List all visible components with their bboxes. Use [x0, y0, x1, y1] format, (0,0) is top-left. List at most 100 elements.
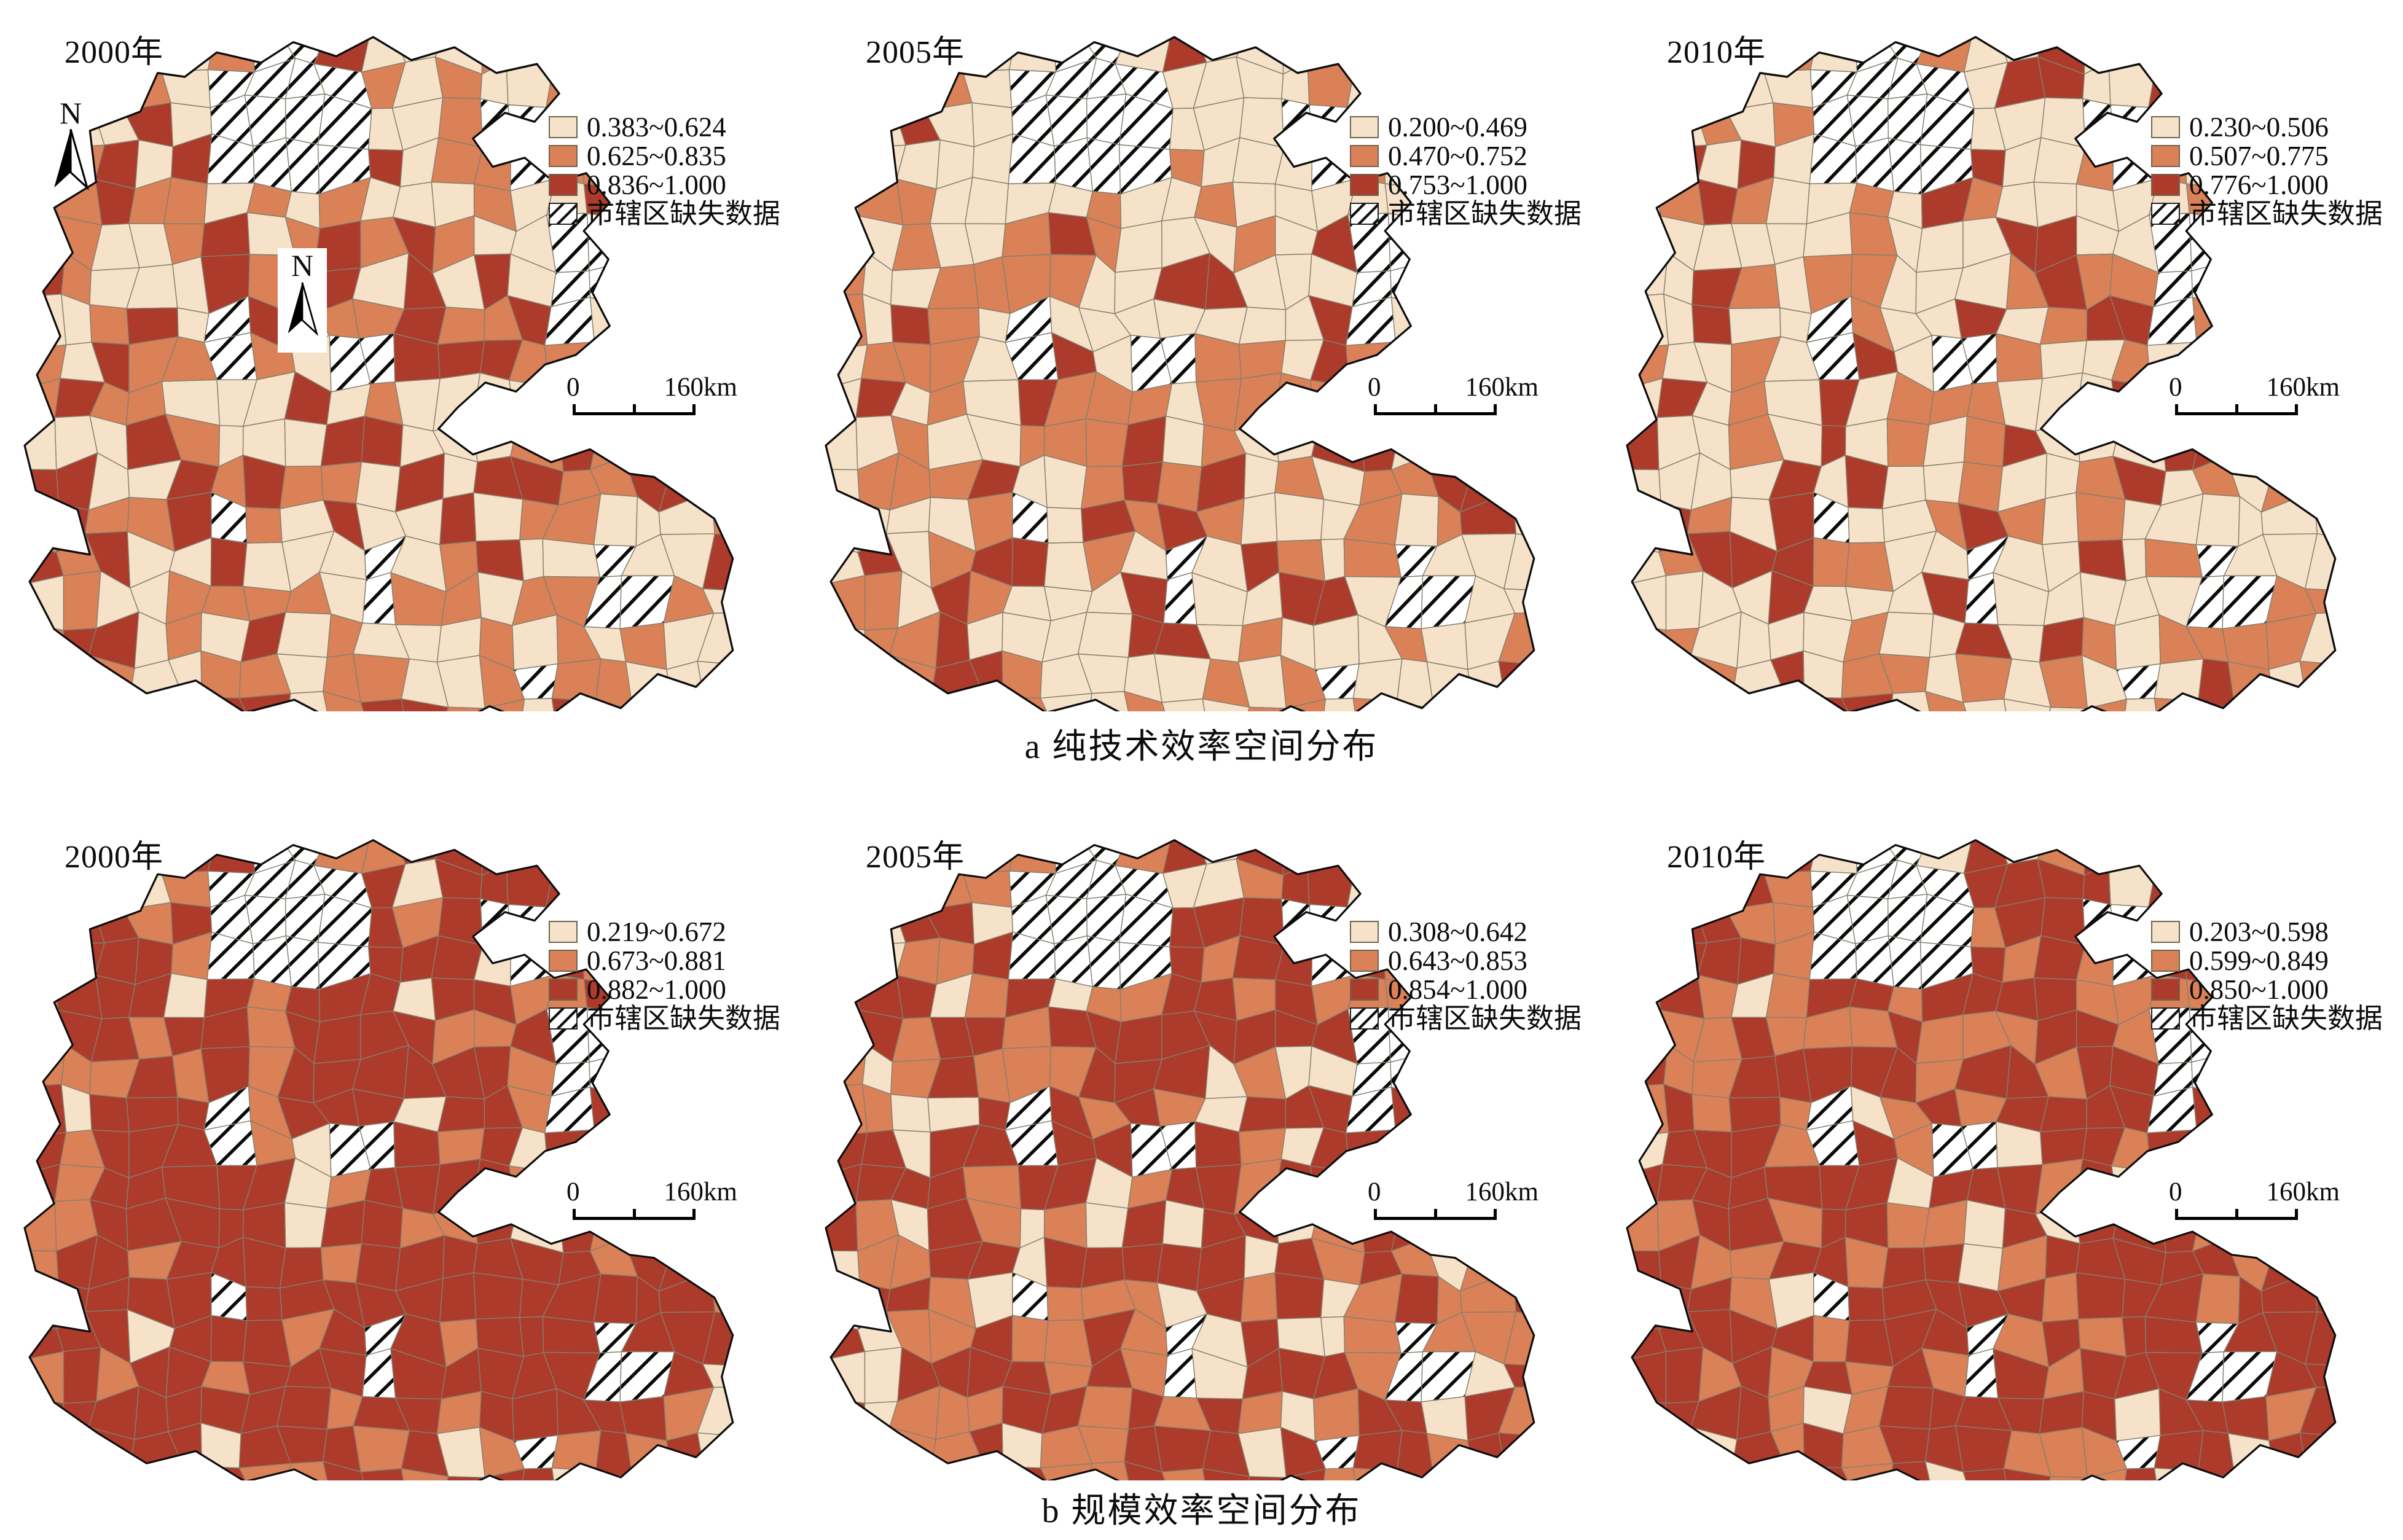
legend-swatch-high [549, 174, 578, 196]
legend-swatch-low [549, 116, 578, 138]
scale-zero-label: 0 [2169, 373, 2182, 402]
legend-row-high: 0.882~1.000 [549, 974, 780, 1005]
map-panel-a2000: N N 2000年 0.383~0.624 0.625~0.835 0.836~… [0, 5, 801, 711]
scale-bar-rule [2175, 404, 2298, 415]
legend-swatch-high [2151, 979, 2180, 1001]
legend-row-mid: 0.625~0.835 [549, 143, 780, 170]
scale-bar: 0 160km [566, 372, 737, 415]
legend-label: 0.673~0.881 [587, 945, 726, 976]
legend-swatch-mid [1350, 145, 1379, 167]
choropleth-map [825, 36, 1535, 711]
legend-swatch-missing [549, 1007, 578, 1030]
legend-swatch-mid [2151, 950, 2180, 972]
legend-swatch-missing [2151, 1007, 2180, 1030]
year-label: 2005年 [866, 840, 965, 875]
legend-label-missing: 市辖区缺失数据 [2189, 1003, 2383, 1034]
legend-label: 0.219~0.672 [587, 917, 726, 947]
scale-bar-midtick [1434, 1209, 1437, 1217]
legend-swatch-high [1350, 979, 1379, 1001]
legend-label: 0.507~0.775 [2189, 141, 2329, 171]
scale-bar-midtick [2235, 404, 2238, 412]
map-legend: 0.230~0.506 0.507~0.775 0.776~1.000 市辖区缺… [2151, 114, 2383, 231]
legend-swatch-mid [2151, 145, 2180, 167]
scale-distance-label: 160km [664, 1178, 737, 1206]
legend-row-missing: 市辖区缺失数据 [1350, 1003, 1582, 1034]
legend-label: 0.643~0.853 [1388, 945, 1527, 976]
legend-row-low: 0.383~0.624 [549, 112, 780, 143]
map-panel-a2010: 2010年 0.230~0.506 0.507~0.775 0.776~1.00… [1602, 5, 2403, 711]
choropleth-map [1626, 839, 2337, 1480]
scale-zero-label: 0 [2169, 1178, 2182, 1206]
legend-label-missing: 市辖区缺失数据 [2189, 198, 2383, 229]
map-legend: 0.200~0.469 0.470~0.752 0.753~1.000 市辖区缺… [1350, 112, 1582, 231]
legend-row-low: 0.308~0.642 [1350, 917, 1582, 947]
scale-bar-rule [573, 404, 696, 415]
legend-swatch-mid [549, 950, 578, 972]
legend-row-missing: 市辖区缺失数据 [1350, 198, 1582, 229]
legend-swatch-missing [549, 203, 578, 225]
choropleth-map [23, 36, 734, 711]
scale-bar-rule [1374, 404, 1497, 415]
legend-swatch-missing [1350, 203, 1379, 225]
year-label: 2000年 [65, 35, 164, 70]
legend-swatch-missing [2151, 203, 2180, 225]
map-legend: 0.203~0.598 0.599~0.849 0.850~1.000 市辖区缺… [2151, 917, 2383, 1036]
legend-label: 0.308~0.642 [1388, 917, 1527, 947]
legend-label: 0.200~0.469 [1388, 112, 1527, 143]
scale-distance-label: 160km [1465, 373, 1539, 402]
legend-row-high: 0.850~1.000 [2151, 976, 2383, 1004]
legend-row-low: 0.230~0.506 [2151, 114, 2383, 141]
legend-row-missing: 市辖区缺失数据 [2151, 198, 2383, 229]
legend-row-missing: 市辖区缺失数据 [549, 1003, 781, 1034]
choropleth-map [23, 839, 734, 1480]
year-label: 2005年 [866, 35, 965, 70]
map-legend: 0.219~0.672 0.673~0.881 0.882~1.000 市辖区缺… [549, 917, 781, 1036]
map-panel-b2010: 2010年 0.203~0.598 0.599~0.849 0.850~1.00… [1602, 810, 2403, 1480]
scale-zero-label: 0 [1368, 373, 1381, 402]
scale-bar: 0 160km [566, 1177, 737, 1220]
map-legend: 0.308~0.642 0.643~0.853 0.854~1.000 市辖区缺… [1350, 917, 1582, 1036]
legend-label-missing: 市辖区缺失数据 [1388, 198, 1582, 229]
legend-label: 0.470~0.752 [1388, 141, 1527, 171]
north-arrow-glyph [54, 128, 89, 191]
legend-label: 0.599~0.849 [2189, 945, 2329, 976]
legend-row-low: 0.200~0.469 [1350, 112, 1582, 143]
legend-swatch-low [1350, 116, 1379, 138]
legend-row-missing: 市辖区缺失数据 [2151, 1003, 2383, 1034]
legend-label-missing: 市辖区缺失数据 [587, 198, 781, 229]
legend-label: 0.836~1.000 [587, 170, 726, 200]
map-legend: 0.383~0.624 0.625~0.835 0.836~1.000 市辖区缺… [549, 112, 781, 231]
choropleth-map [1626, 36, 2337, 711]
legend-swatch-mid [549, 145, 578, 167]
legend-row-mid: 0.599~0.849 [2151, 945, 2383, 976]
north-letter: N [59, 96, 82, 130]
legend-label-missing: 市辖区缺失数据 [587, 1003, 781, 1034]
scale-bar-rule [1374, 1209, 1497, 1220]
legend-swatch-high [549, 979, 578, 1001]
year-label: 2000年 [65, 840, 164, 875]
scale-distance-label: 160km [2266, 1178, 2340, 1206]
legend-swatch-low [2151, 116, 2180, 138]
legend-label: 0.203~0.598 [2189, 917, 2329, 947]
legend-label-missing: 市辖区缺失数据 [1388, 1003, 1582, 1034]
scale-bar-rule [573, 1209, 696, 1220]
legend-row-mid: 0.673~0.881 [549, 945, 780, 976]
scale-bar-rule [2175, 1209, 2298, 1220]
legend-row-mid: 0.643~0.853 [1350, 945, 1582, 976]
legend-row-high: 0.836~1.000 [549, 170, 780, 200]
scale-bar-midtick [1434, 404, 1437, 412]
caption-a: a 纯技术效率空间分布 [1024, 728, 1379, 766]
legend-swatch-mid [1350, 950, 1379, 972]
scale-distance-label: 160km [1465, 1178, 1539, 1206]
scale-bar-midtick [2235, 1209, 2238, 1217]
legend-swatch-low [1350, 921, 1379, 943]
legend-swatch-low [2151, 921, 2180, 943]
year-label: 2010年 [1667, 35, 1766, 70]
legend-label: 0.882~1.000 [587, 974, 726, 1005]
scale-distance-label: 160km [2266, 373, 2340, 402]
map-panel-a2005: 2005年 0.200~0.469 0.470~0.752 0.753~1.00… [801, 5, 1602, 711]
legend-row-high: 0.753~1.000 [1350, 171, 1582, 199]
legend-label: 0.383~0.624 [587, 112, 726, 143]
legend-swatch-missing [1350, 1007, 1379, 1030]
